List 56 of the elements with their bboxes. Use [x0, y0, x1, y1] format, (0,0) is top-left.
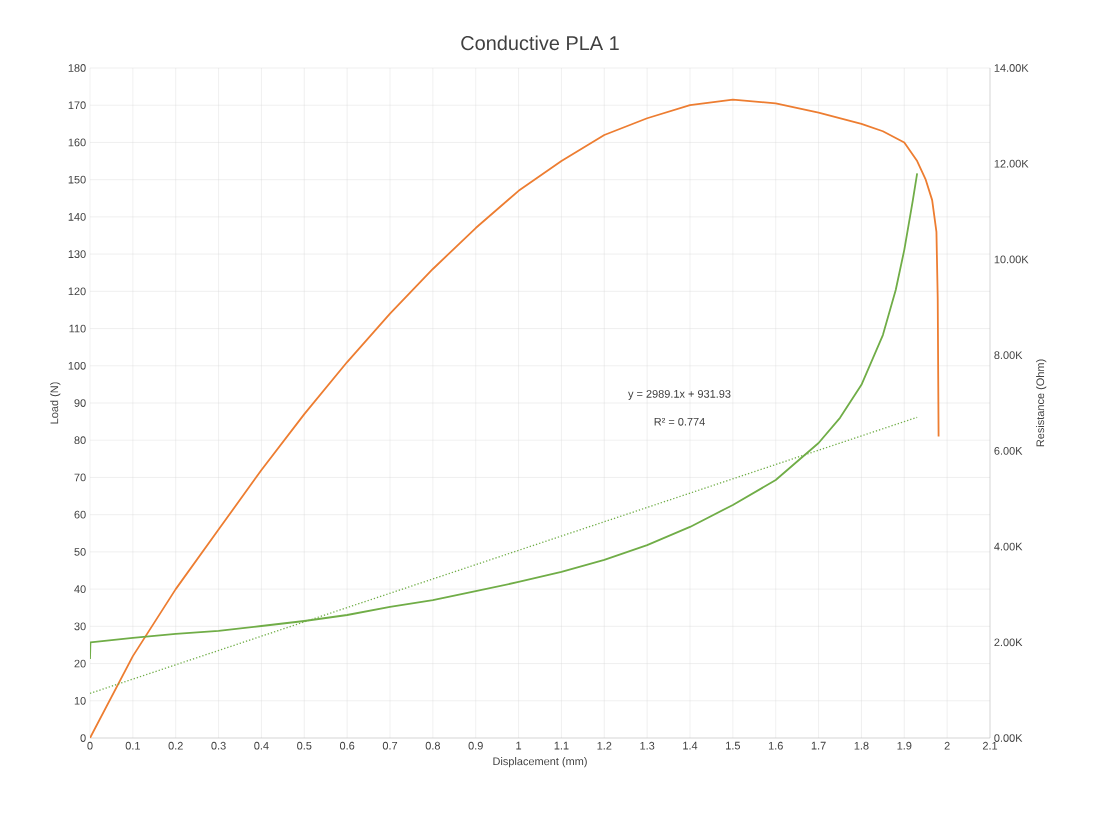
y-tick-label: 110 [69, 324, 86, 333]
y-tick-label: 50 [74, 548, 86, 556]
x-tick-label: 0.8 [425, 741, 440, 750]
y-tick-label: 30 [74, 622, 86, 631]
y-tick-label: 180 [68, 64, 86, 72]
y-tick-label: 20 [74, 659, 86, 668]
line-series [90, 98, 940, 738]
y2-tick-label: 4.00K [994, 542, 1023, 551]
x-tick-label: 0 [87, 741, 93, 750]
x-tick-label: 1.4 [683, 741, 698, 750]
x-tick-label: 0.7 [382, 741, 398, 750]
y2-tick-label: 12.00K [994, 159, 1029, 168]
x-tick-label: 2 [944, 741, 950, 750]
x-axis-title: Displacement (mm) [493, 757, 587, 768]
x-tick-label: 0.9 [468, 741, 483, 750]
y-tick-label: 60 [74, 510, 86, 519]
x-tick-label: 0.3 [211, 741, 226, 750]
y-tick-label: 80 [74, 436, 86, 445]
y-tick-label: 40 [74, 585, 86, 593]
x-tick-label: 1.2 [597, 741, 612, 750]
y-axis-title: Load (N) [50, 382, 61, 424]
y-tick-label: 130 [68, 250, 86, 258]
x-tick-label: 1.7 [811, 741, 826, 750]
x-tick-label: 1.5 [726, 741, 741, 750]
y-tick-label: 120 [68, 287, 86, 296]
y-tick-label: 160 [68, 138, 86, 147]
x-tick-label: 1.3 [640, 741, 655, 750]
y-tick-label: 140 [68, 213, 86, 221]
y2-tick-label: 0.00K [994, 734, 1023, 742]
x-tick-label: 0.6 [339, 741, 355, 750]
x-tick-label: 0.4 [254, 741, 269, 750]
x-tick-label: 0.1 [125, 741, 140, 750]
y2-tick-label: 10.00K [994, 255, 1029, 264]
y-tick-label: 70 [74, 473, 86, 482]
x-tick-label: 2.1 [982, 741, 998, 750]
x-tick-label: 1.1 [554, 741, 569, 750]
y2-tick-label: 2.00K [994, 638, 1023, 647]
y-tick-label: 90 [74, 399, 86, 407]
y2-axis-title: Resistance (Ohm) [1036, 359, 1047, 447]
chart-title: Conductive PLA 1 [461, 35, 619, 51]
y-tick-label: 100 [68, 361, 86, 370]
y2-tick-label: 14.00K [994, 64, 1029, 72]
annotation: R² = 0.774 [654, 417, 705, 426]
y-tick-label: 150 [68, 175, 86, 184]
x-tick-label: 1.8 [854, 741, 869, 750]
y-tick-label: 170 [68, 101, 86, 110]
y2-tick-label: 6.00K [994, 446, 1023, 455]
x-tick-label: 0.2 [168, 741, 183, 750]
x-tick-label: 1 [516, 741, 522, 750]
annotation: y = 2989.1x + 931.93 [628, 390, 731, 400]
y-tick-label: 0 [80, 734, 86, 742]
y-tick-label: 10 [74, 696, 86, 705]
x-tick-label: 1.6 [768, 741, 783, 750]
x-tick-label: 0.5 [297, 741, 312, 750]
y2-tick-label: 8.00K [994, 351, 1023, 360]
x-tick-label: 1.9 [897, 741, 912, 750]
